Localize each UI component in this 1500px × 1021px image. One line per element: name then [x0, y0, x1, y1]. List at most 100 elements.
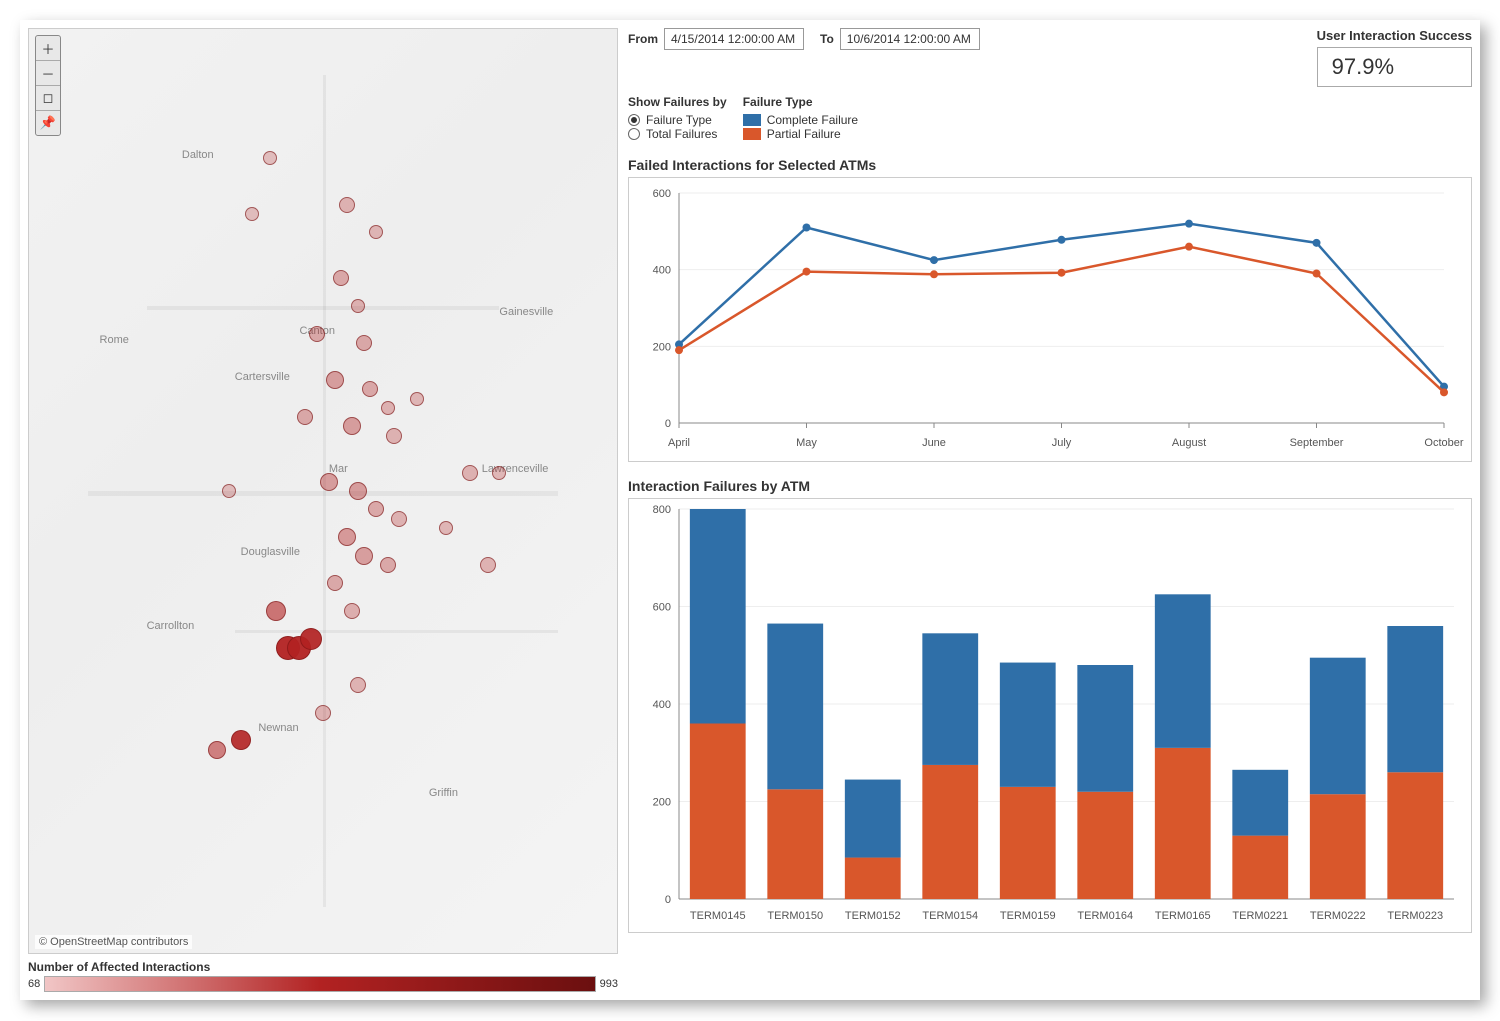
- map-dot[interactable]: [351, 299, 365, 313]
- svg-text:200: 200: [653, 341, 671, 353]
- map-dot[interactable]: [344, 603, 360, 619]
- dashboard: DaltonRomeCartersvilleCantonGainesvilleM…: [20, 20, 1480, 1000]
- map-dot[interactable]: [381, 401, 395, 415]
- to-label: To: [820, 32, 834, 46]
- kpi-group: User Interaction Success 97.9%: [1317, 28, 1472, 87]
- map-legend: Number of Affected Interactions 68 993: [28, 960, 618, 992]
- map-attribution: © OpenStreetMap contributors: [35, 935, 192, 949]
- svg-text:TERM0154: TERM0154: [922, 910, 978, 922]
- svg-text:TERM0152: TERM0152: [845, 910, 901, 922]
- svg-text:TERM0145: TERM0145: [690, 910, 746, 922]
- radio-icon: [628, 114, 640, 126]
- map-dot[interactable]: [349, 482, 367, 500]
- legend-max: 993: [600, 978, 618, 990]
- map-container[interactable]: DaltonRomeCartersvilleCantonGainesvilleM…: [28, 28, 618, 954]
- radio-option-1[interactable]: Total Failures: [628, 127, 727, 141]
- line-chart-title: Failed Interactions for Selected ATMs: [628, 157, 1472, 173]
- legend-swatch: [743, 114, 761, 126]
- from-date-input[interactable]: 4/15/2014 12:00:00 AM: [664, 28, 804, 50]
- legend-item-label: Partial Failure: [767, 127, 841, 141]
- radio-option-0[interactable]: Failure Type: [628, 113, 727, 127]
- failure-type-legend: Failure Type Complete FailurePartial Fai…: [743, 95, 858, 141]
- map-dot[interactable]: [266, 601, 286, 621]
- radio-label: Total Failures: [646, 127, 717, 141]
- svg-text:August: August: [1172, 437, 1206, 449]
- map-pin-button[interactable]: 📌: [36, 111, 60, 135]
- map-dot[interactable]: [263, 151, 277, 165]
- legend-item-label: Complete Failure: [767, 113, 858, 127]
- map-dot[interactable]: [320, 473, 338, 491]
- svg-text:400: 400: [653, 265, 671, 277]
- bar-chart-title: Interaction Failures by ATM: [628, 478, 1472, 494]
- filter-row: Show Failures by Failure TypeTotal Failu…: [628, 95, 1472, 141]
- show-failures-group: Show Failures by Failure TypeTotal Failu…: [628, 95, 727, 141]
- map-dot[interactable]: [369, 225, 383, 239]
- map-dot[interactable]: [315, 705, 331, 721]
- svg-text:July: July: [1052, 437, 1072, 449]
- svg-text:TERM0150: TERM0150: [767, 910, 823, 922]
- svg-text:TERM0164: TERM0164: [1077, 910, 1133, 922]
- legend-min: 68: [28, 978, 40, 990]
- zoom-out-button[interactable]: －: [36, 61, 60, 85]
- map-dot[interactable]: [480, 557, 496, 573]
- legend-item-0: Complete Failure: [743, 113, 858, 127]
- svg-text:TERM0159: TERM0159: [1000, 910, 1056, 922]
- map-dot[interactable]: [356, 335, 372, 351]
- svg-text:0: 0: [665, 894, 671, 906]
- map-dot[interactable]: [326, 371, 344, 389]
- line-chart[interactable]: 0200400600AprilMayJuneJulyAugustSeptembe…: [628, 177, 1472, 462]
- zoom-in-button[interactable]: ＋: [36, 36, 60, 60]
- svg-text:600: 600: [653, 602, 671, 614]
- svg-text:200: 200: [653, 797, 671, 809]
- to-date-input[interactable]: 10/6/2014 12:00:00 AM: [840, 28, 980, 50]
- kpi-value: 97.9%: [1317, 47, 1472, 87]
- map-dot[interactable]: [327, 575, 343, 591]
- bar-chart[interactable]: 0200400600800TERM0145TERM0150TERM0152TER…: [628, 498, 1472, 933]
- svg-text:TERM0223: TERM0223: [1387, 910, 1443, 922]
- map-dot[interactable]: [333, 270, 349, 286]
- left-panel: DaltonRomeCartersvilleCantonGainesvilleM…: [28, 28, 618, 992]
- map-dot[interactable]: [462, 465, 478, 481]
- svg-text:June: June: [922, 437, 946, 449]
- map-dot[interactable]: [362, 381, 378, 397]
- map-dot[interactable]: [386, 428, 402, 444]
- svg-text:0: 0: [665, 418, 671, 430]
- map-dot[interactable]: [222, 484, 236, 498]
- map-dot[interactable]: [208, 741, 226, 759]
- svg-text:May: May: [796, 437, 817, 449]
- top-controls: From 4/15/2014 12:00:00 AM To 10/6/2014 …: [628, 28, 1472, 87]
- radio-icon: [628, 128, 640, 140]
- line-chart-section: Failed Interactions for Selected ATMs 0 2…: [628, 157, 1472, 462]
- map-dot[interactable]: [343, 417, 361, 435]
- svg-text:TERM0221: TERM0221: [1232, 910, 1288, 922]
- radio-label: Failure Type: [646, 113, 712, 127]
- legend-title: Number of Affected Interactions: [28, 960, 618, 974]
- bar-chart-section: Interaction Failures by ATM 020040060080…: [628, 478, 1472, 933]
- map-dot[interactable]: [439, 521, 453, 535]
- legend-item-1: Partial Failure: [743, 127, 858, 141]
- map-dot[interactable]: [245, 207, 259, 221]
- map-dot[interactable]: [338, 528, 356, 546]
- svg-text:October: October: [1424, 437, 1463, 449]
- map-dot[interactable]: [300, 628, 322, 650]
- map-dot[interactable]: [309, 326, 325, 342]
- map-dot[interactable]: [380, 557, 396, 573]
- svg-text:TERM0222: TERM0222: [1310, 910, 1366, 922]
- failure-type-label: Failure Type: [743, 95, 858, 109]
- from-label: From: [628, 32, 658, 46]
- map-dot[interactable]: [350, 677, 366, 693]
- map-select-button[interactable]: ◻: [36, 86, 60, 110]
- map-dot[interactable]: [492, 466, 506, 480]
- map-dot[interactable]: [297, 409, 313, 425]
- kpi-label: User Interaction Success: [1317, 28, 1472, 43]
- map-dot[interactable]: [368, 501, 384, 517]
- map-dot[interactable]: [339, 197, 355, 213]
- map-dot[interactable]: [355, 547, 373, 565]
- map-dot[interactable]: [410, 392, 424, 406]
- svg-text:600: 600: [653, 188, 671, 200]
- map-background: [29, 29, 617, 953]
- map-dot[interactable]: [231, 730, 251, 750]
- map-dot[interactable]: [391, 511, 407, 527]
- svg-text:400: 400: [653, 699, 671, 711]
- show-failures-label: Show Failures by: [628, 95, 727, 109]
